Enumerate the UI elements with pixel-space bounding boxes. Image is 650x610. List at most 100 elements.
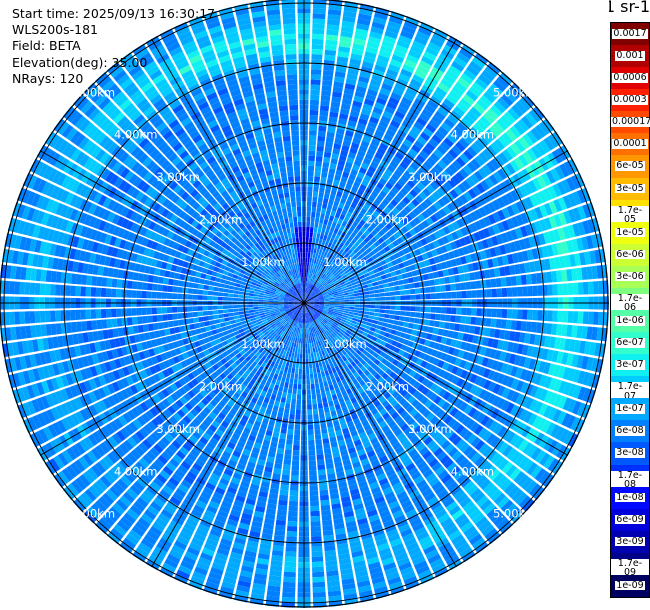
range-gate-cell (372, 281, 379, 287)
range-gate-cell (507, 485, 520, 499)
range-gate-cell (410, 294, 416, 300)
range-gate-cell (398, 250, 405, 257)
range-gate-cell (461, 416, 472, 427)
range-gate-cell (307, 191, 313, 197)
range-gate-cell (373, 268, 379, 274)
range-gate-cell (306, 211, 311, 217)
range-gate-cell (341, 336, 347, 342)
range-gate-cell (492, 371, 501, 382)
range-gate-cell (258, 394, 265, 402)
range-gate-cell (320, 499, 330, 506)
range-gate-cell (308, 434, 315, 441)
range-gate-cell (558, 380, 567, 394)
range-gate-cell (297, 389, 302, 395)
range-gate-cell (446, 202, 456, 213)
range-gate-cell (479, 250, 487, 260)
range-gate-cell (102, 492, 115, 505)
range-gate-cell (66, 447, 78, 461)
range-gate-cell (297, 384, 302, 390)
range-gate-cell (465, 254, 472, 264)
range-gate-cell (339, 338, 345, 344)
range-gate-cell (481, 132, 493, 144)
range-gate-cell (347, 530, 359, 538)
range-gate-cell (350, 279, 356, 284)
range-gate-cell (289, 306, 295, 310)
range-gate-cell (410, 517, 422, 528)
range-gate-cell (492, 199, 501, 211)
range-gate-cell (241, 414, 249, 423)
range-gate-cell (203, 377, 211, 386)
range-gate-cell (188, 399, 197, 408)
range-gate-cell (248, 488, 259, 496)
range-gate-cell (524, 333, 531, 344)
range-gate-cell (547, 310, 553, 322)
range-gate-cell (312, 337, 316, 343)
range-gate-cell (308, 300, 314, 303)
range-gate-cell (509, 265, 516, 275)
range-gate-cell (368, 83, 380, 92)
range-gate-cell (307, 317, 310, 323)
range-gate-cell (339, 297, 345, 301)
range-gate-cell (441, 401, 451, 411)
range-gate-cell (515, 367, 524, 379)
range-gate-cell (311, 211, 316, 218)
range-gate-cell (444, 429, 455, 439)
range-gate-cell (309, 343, 313, 349)
range-gate-cell (545, 170, 556, 184)
range-gate-cell (306, 328, 308, 334)
range-gate-cell (227, 400, 235, 408)
range-gate-cell (337, 277, 343, 282)
range-gate-cell (380, 326, 387, 332)
range-gate-cell (212, 363, 219, 371)
range-gate-cell (319, 303, 325, 305)
range-gate-cell (360, 359, 367, 366)
range-gate-cell (425, 306, 431, 313)
range-gate-cell (261, 401, 268, 409)
range-gate-cell (349, 147, 358, 155)
range-gate-cell (380, 358, 388, 365)
range-gate-cell (452, 348, 460, 357)
range-gate-cell (341, 20, 355, 28)
range-gate-cell (324, 54, 336, 61)
range-gate-cell (483, 204, 492, 215)
range-gate-cell (315, 362, 320, 368)
range-gate-cell (598, 312, 604, 326)
range-gate-cell (206, 441, 216, 450)
range-gate-cell (381, 400, 390, 408)
range-gate-cell (440, 292, 447, 299)
range-gate-cell (515, 393, 525, 405)
range-gate-cell (199, 436, 209, 445)
range-gate-cell (224, 355, 232, 362)
range-gate-cell (356, 230, 364, 238)
range-gate-cell (456, 493, 469, 504)
range-gate-cell (339, 113, 349, 120)
range-gate-cell (427, 42, 442, 53)
range-gate-cell (437, 398, 446, 408)
range-gate-cell (307, 322, 310, 328)
range-gate-cell (319, 345, 324, 351)
range-gate-cell (300, 318, 302, 324)
range-gate-cell (319, 266, 324, 272)
range-gate-cell (325, 463, 334, 470)
range-gate-cell (325, 34, 338, 41)
range-gate-cell (328, 309, 334, 312)
range-gate-cell (412, 40, 426, 51)
range-gate-cell (356, 259, 363, 266)
range-gate-cell (233, 330, 240, 336)
range-gate-cell (289, 325, 293, 331)
range-gate-cell (411, 125, 422, 135)
range-gate-cell (337, 159, 346, 167)
range-gate-cell (430, 286, 436, 293)
range-gate-cell (345, 320, 351, 325)
range-gate-cell (278, 406, 285, 413)
range-gate-cell (282, 591, 296, 598)
range-gate-cell (411, 242, 419, 250)
range-gate-cell (353, 181, 361, 189)
range-gate-cell (386, 496, 398, 505)
range-gate-cell (507, 506, 521, 520)
range-gate-cell (401, 327, 408, 333)
range-gate-cell (211, 420, 220, 429)
range-gate-cell (459, 237, 467, 247)
range-gate-cell (302, 303, 304, 308)
range-gate-cell (567, 209, 577, 223)
